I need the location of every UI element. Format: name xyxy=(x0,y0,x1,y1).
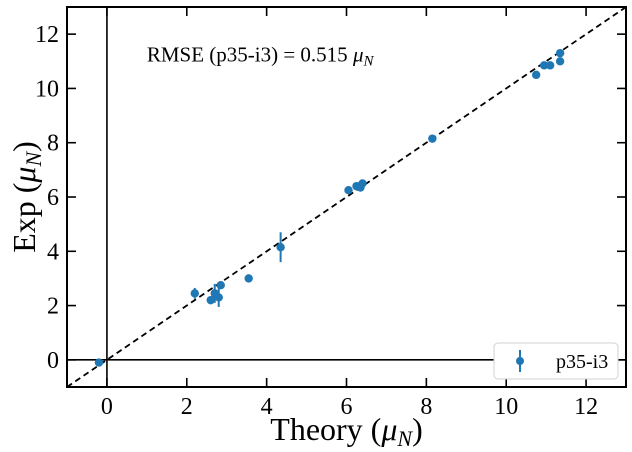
data-marker xyxy=(244,274,253,283)
x-axis-label: Theory (μN) xyxy=(270,411,422,451)
data-point xyxy=(214,287,223,307)
data-point xyxy=(244,274,253,283)
data-point xyxy=(276,232,285,263)
data-point xyxy=(206,295,215,305)
y-axis-label: Exp (μN) xyxy=(6,141,46,253)
data-point xyxy=(94,358,104,367)
rmse-annotation: RMSE (p35-i3) = 0.515 μN xyxy=(147,42,375,69)
data-marker xyxy=(216,281,225,290)
y-tick-label: 6 xyxy=(47,185,59,211)
y-axis-label-sub: N xyxy=(21,151,46,168)
x-axis-label-mu: μ xyxy=(380,411,397,447)
data-point xyxy=(555,48,565,58)
x-tick-label: 4 xyxy=(261,394,273,420)
data-point xyxy=(428,134,437,143)
rmse-annotation-prefix: RMSE (p35-i3) = 0.515 xyxy=(147,42,353,66)
x-axis-label-end: ) xyxy=(412,411,423,447)
x-axis-label-sub: N xyxy=(396,426,413,451)
data-point xyxy=(539,61,549,70)
data-point xyxy=(531,70,541,80)
data-marker xyxy=(555,48,565,58)
data-point xyxy=(358,179,367,188)
y-tick-label: 12 xyxy=(35,22,59,48)
data-marker xyxy=(206,295,215,305)
legend: p35-i3 xyxy=(493,342,619,380)
rmse-annotation-mu: μ xyxy=(352,42,364,66)
x-tick-label: 10 xyxy=(494,394,518,420)
x-tick-label: 0 xyxy=(101,394,113,420)
data-marker xyxy=(555,57,565,66)
data-marker xyxy=(545,61,555,70)
x-axis-label-main: Theory ( xyxy=(270,411,381,447)
data-marker xyxy=(531,70,541,80)
legend-label-p35-i3: p35-i3 xyxy=(556,351,608,373)
data-point xyxy=(555,57,565,66)
data-point xyxy=(344,186,353,195)
diagonal-line xyxy=(66,6,627,388)
y-axis-label-mu: μ xyxy=(6,167,42,184)
data-marker xyxy=(276,243,285,252)
data-point xyxy=(545,61,555,70)
y-tick-label: 4 xyxy=(47,239,59,265)
data-marker xyxy=(428,134,437,143)
y-tick-label: 8 xyxy=(47,131,59,157)
x-tick-label: 12 xyxy=(574,394,598,420)
data-point xyxy=(190,287,199,299)
x-tick-label: 6 xyxy=(341,394,353,420)
legend-box xyxy=(493,342,619,380)
ticks: 0 2 4 6 8 10 12 0 2 4 6 8 10 12 xyxy=(35,7,626,420)
data-marker xyxy=(358,179,367,188)
data-marker xyxy=(344,186,353,195)
data-point xyxy=(216,281,225,290)
y-tick-label: 0 xyxy=(47,348,59,374)
data-marker xyxy=(214,293,223,302)
y-axis-label-main: Exp ( xyxy=(6,183,42,253)
y-tick-label: 10 xyxy=(35,76,59,102)
y-axis-label-end: ) xyxy=(6,141,42,152)
data-marker xyxy=(94,358,104,367)
x-tick-label: 8 xyxy=(420,394,432,420)
x-tick-label: 2 xyxy=(181,394,193,420)
rmse-annotation-sub: N xyxy=(362,53,374,69)
data-points xyxy=(94,48,565,367)
legend-marker xyxy=(516,357,524,365)
diagonal-reference xyxy=(66,6,627,388)
data-marker xyxy=(539,61,549,70)
data-marker xyxy=(190,289,199,298)
y-tick-label: 2 xyxy=(47,294,59,320)
